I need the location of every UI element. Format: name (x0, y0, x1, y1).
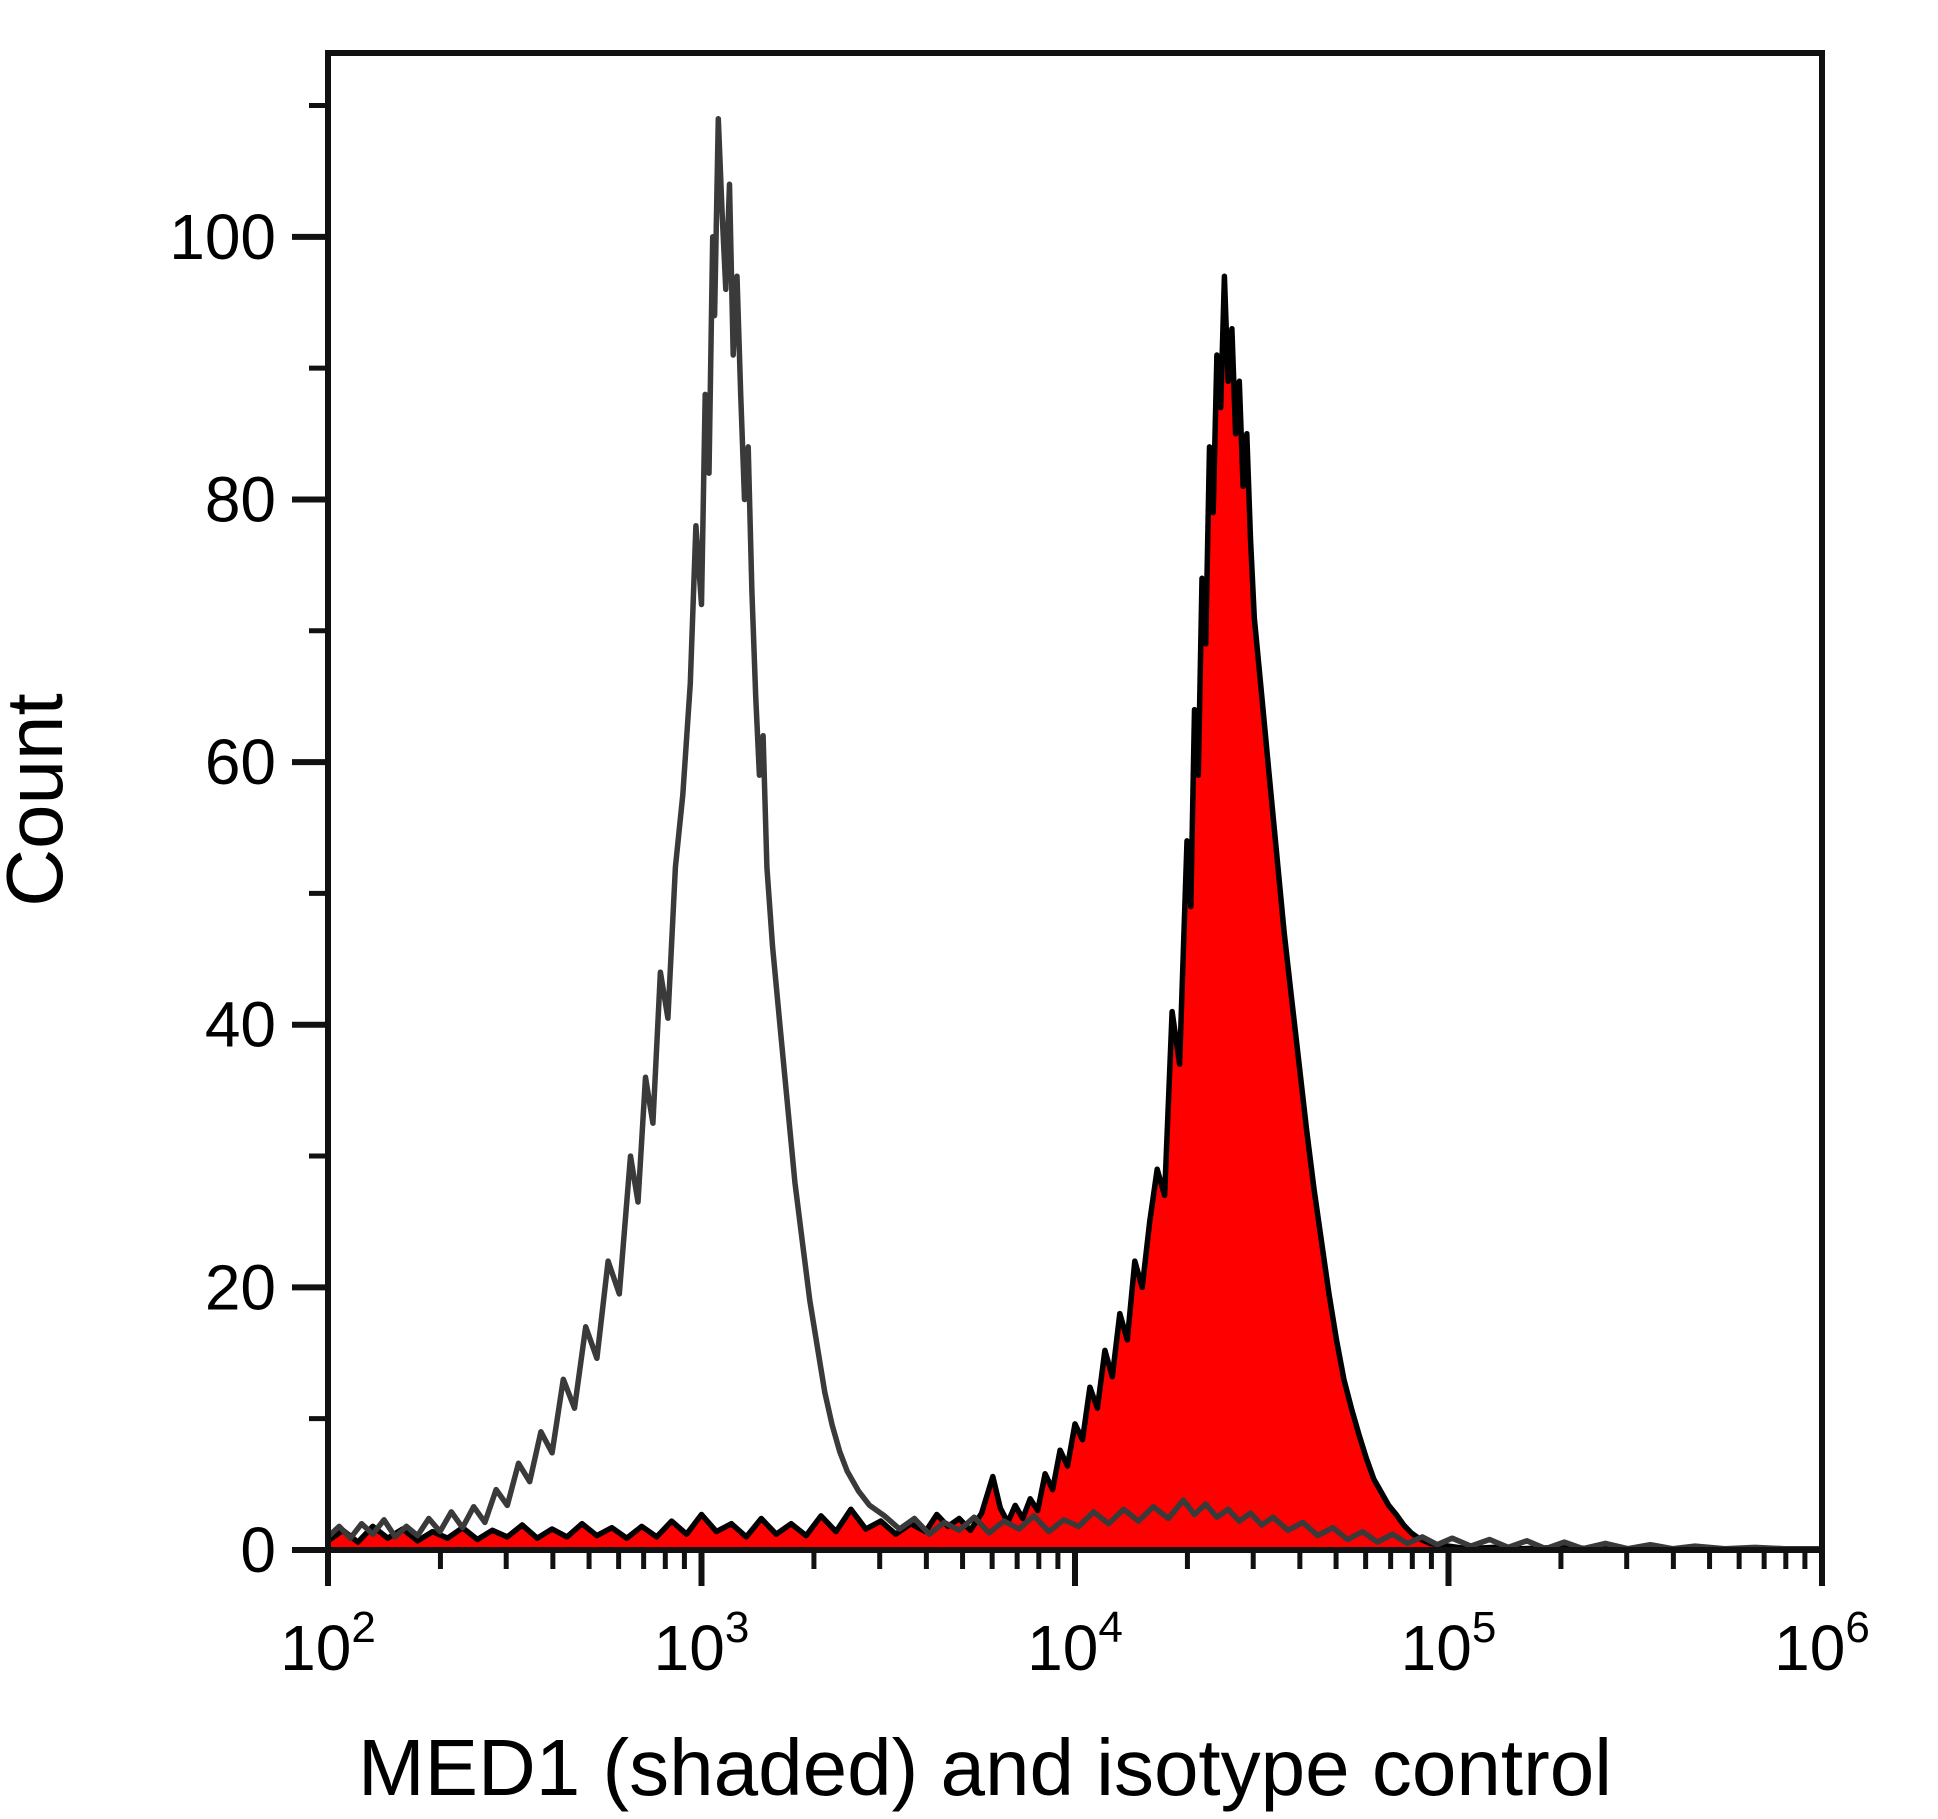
y-tick-label: 20 (205, 1251, 276, 1323)
x-axis-ticks (325, 1550, 1825, 1586)
y-axis-title: Count (0, 693, 79, 906)
y-tick-label: 60 (205, 726, 276, 798)
x-tick-label: 105 (1401, 1603, 1497, 1684)
plot-frame (325, 50, 1825, 1553)
y-tick-label: 100 (169, 201, 276, 273)
curve-med1-shaded (328, 273, 1822, 1553)
y-axis-ticks (292, 103, 328, 1553)
curve-isotype-control (328, 115, 1822, 1552)
y-tick-label: 80 (205, 463, 276, 535)
x-tick-label: 104 (1027, 1603, 1123, 1684)
x-axis-tick-labels: 102 103 104 105 106 (280, 1603, 1870, 1684)
series-layer (328, 115, 1822, 1553)
y-tick-label: 0 (240, 1514, 276, 1586)
x-axis-title: MED1 (shaded) and isotype control (358, 1723, 1612, 1812)
y-tick-label: 40 (205, 989, 276, 1061)
x-tick-label: 106 (1774, 1603, 1870, 1684)
x-tick-label: 102 (280, 1603, 376, 1684)
x-tick-label: 103 (654, 1603, 750, 1684)
y-axis-tick-labels: 0 20 40 60 80 100 (169, 201, 276, 1586)
